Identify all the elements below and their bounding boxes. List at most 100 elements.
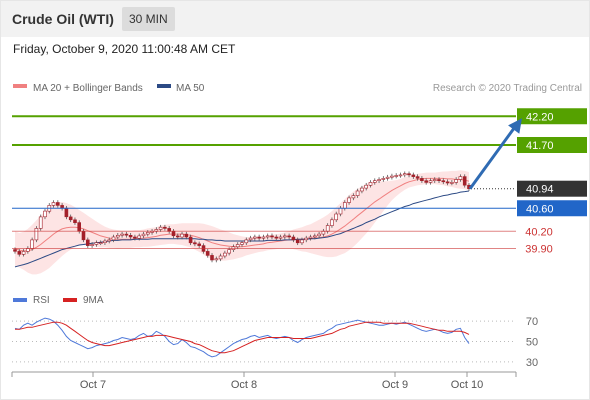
- candle: [351, 193, 356, 201]
- level-label-41.70: 41.70: [526, 140, 554, 152]
- candle-body: [55, 202, 60, 206]
- candle: [287, 233, 291, 240]
- level-tag-42.20: [517, 108, 587, 125]
- candle-body: [295, 239, 300, 244]
- candle-body: [364, 184, 369, 189]
- candle: [103, 238, 107, 246]
- candle: [223, 250, 227, 259]
- candle-body: [81, 230, 86, 241]
- candle: [176, 233, 180, 240]
- candle: [38, 214, 43, 231]
- rsi-ma-line: [15, 321, 470, 354]
- candle-body: [450, 182, 454, 184]
- candle: [402, 171, 407, 178]
- ma20-line: [14, 177, 470, 252]
- price-pane: [13, 170, 471, 275]
- candle-body: [235, 244, 240, 248]
- x-tick-label: Oct 9: [382, 379, 408, 391]
- candle-body: [287, 235, 291, 238]
- candle: [317, 231, 321, 239]
- candle-body: [30, 239, 34, 249]
- timestamp: Friday, October 9, 2020 11:00:48 AM CET: [13, 42, 236, 56]
- x-tick-label: Oct 8: [231, 379, 257, 391]
- level-tag-40.60: [517, 200, 587, 217]
- candle-body: [253, 236, 257, 239]
- candle-body: [214, 258, 219, 261]
- candle-body: [128, 235, 133, 238]
- candle-body: [347, 197, 351, 203]
- candle-body: [51, 202, 56, 206]
- candle-body: [402, 173, 407, 176]
- candle: [462, 174, 467, 188]
- candle: [304, 235, 309, 243]
- candle: [411, 172, 416, 179]
- candle-body: [394, 175, 399, 177]
- timeframe-badge[interactable]: 30 MIN: [122, 7, 175, 31]
- candle: [248, 235, 253, 243]
- candle-body: [98, 242, 103, 244]
- candle: [128, 232, 133, 240]
- candle-body: [265, 235, 270, 238]
- candle-body: [330, 219, 334, 226]
- candle-body: [291, 236, 296, 241]
- candle-body: [420, 178, 424, 181]
- candle-body: [223, 252, 227, 257]
- candle: [300, 237, 304, 246]
- level-label-39.90: 39.90: [525, 244, 553, 256]
- candle: [133, 234, 137, 241]
- bollinger-band: [15, 170, 469, 275]
- ma50-legend-label: MA 50: [176, 83, 205, 94]
- candle-body: [334, 213, 339, 221]
- candle-body: [282, 235, 287, 238]
- candle-body: [325, 225, 330, 232]
- candle: [158, 224, 163, 232]
- candle: [34, 226, 39, 243]
- candle: [86, 237, 90, 248]
- candle: [73, 217, 77, 225]
- candle-body: [390, 175, 394, 178]
- candle-body: [351, 195, 356, 199]
- candle-body: [188, 236, 193, 244]
- candle-body: [304, 237, 309, 241]
- candle-body: [317, 233, 321, 237]
- level-label-40.60: 40.60: [526, 203, 554, 215]
- candle-body: [300, 239, 304, 244]
- candle: [94, 240, 99, 247]
- candle-body: [197, 243, 201, 246]
- candle: [235, 242, 240, 250]
- rsi-tick-70: 70: [526, 316, 538, 328]
- candle: [98, 240, 103, 246]
- candle-body: [454, 179, 459, 183]
- candle: [428, 178, 433, 185]
- candle-body: [94, 242, 99, 245]
- candle-body: [355, 190, 360, 196]
- candle: [244, 237, 249, 246]
- candle: [377, 177, 381, 183]
- candle: [385, 174, 390, 181]
- candle-body: [38, 216, 43, 229]
- candle-body: [360, 187, 364, 192]
- rsi-legend-label: RSI: [33, 295, 50, 306]
- rsi-pane: 70 50 30: [12, 316, 538, 369]
- candle: [330, 217, 334, 228]
- level-label-42.20: 42.20: [526, 111, 554, 123]
- x-tick-label: Oct 7: [80, 379, 106, 391]
- candle: [240, 240, 244, 247]
- candle-body: [261, 236, 266, 239]
- candle: [193, 240, 197, 247]
- rsi-tick-30: 30: [526, 357, 538, 369]
- candle: [163, 224, 167, 231]
- candle-body: [133, 236, 137, 239]
- level-tag-41.70: [517, 137, 587, 153]
- level-label-40.20: 40.20: [525, 226, 553, 238]
- candle: [17, 249, 22, 257]
- x-tick-label: Oct 10: [451, 379, 483, 391]
- candle: [445, 179, 450, 186]
- candle-body: [184, 233, 189, 238]
- candle: [68, 214, 73, 223]
- candle-body: [381, 178, 386, 180]
- candle-body: [90, 244, 94, 246]
- candle: [364, 182, 369, 191]
- candle-body: [17, 251, 22, 255]
